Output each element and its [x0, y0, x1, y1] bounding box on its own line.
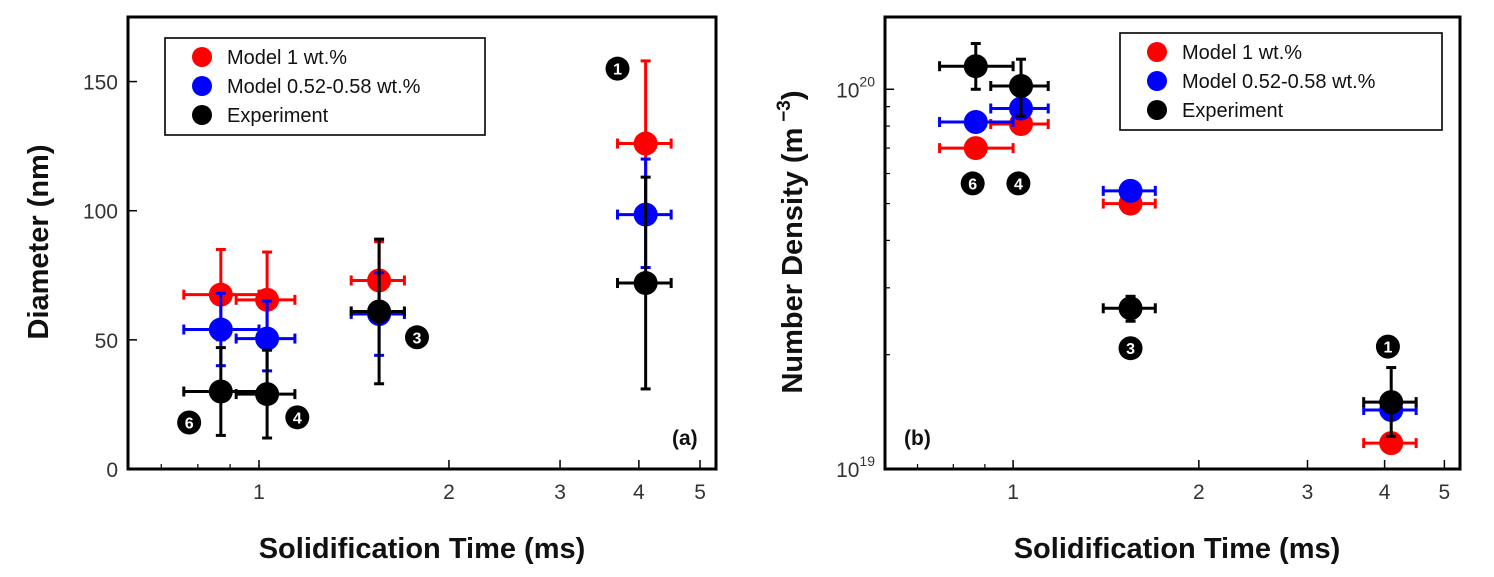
x-tick-label: 2: [1193, 481, 1205, 504]
y-tick-label: 150: [83, 72, 118, 95]
series-1: [938, 96, 1418, 423]
annotation-badge-circle: [1375, 334, 1400, 359]
annotation-badge-circle: [405, 325, 430, 350]
x-tick-label: 4: [633, 481, 645, 504]
y-tick-exponent: 19: [859, 453, 875, 469]
legend-marker: [192, 105, 212, 125]
data-point: [963, 136, 988, 161]
x-tick-label: 3: [1302, 481, 1314, 504]
series-0: [938, 112, 1418, 456]
y-tick-label: 50: [95, 330, 118, 353]
series-2: [938, 41, 1418, 438]
data-point: [633, 271, 658, 296]
y-axis-title-main: Diameter (nm): [23, 145, 55, 340]
y-tick-exponent: 20: [859, 73, 875, 89]
x-tick-label: 3: [554, 481, 566, 504]
annotation-badge-number: 1: [1383, 340, 1392, 357]
legend: Model 1 wt.% Model 0.52-0.58 wt.% Experime…: [1119, 32, 1443, 131]
y-axis-title-close: ): [777, 90, 809, 100]
legend-label: Model 1 wt.%: [1182, 42, 1302, 64]
legend-label: Model 0.52-0.58 wt.%: [1182, 71, 1376, 93]
data-point: [1118, 296, 1143, 321]
legend-label: Experiment: [1182, 100, 1284, 122]
data-point: [367, 299, 392, 324]
y-tick-base: 10: [836, 459, 859, 482]
annotation-badge-circle: [285, 405, 310, 430]
legend-label: Model 1 wt.%: [227, 47, 347, 69]
plot-frame: [126, 15, 718, 471]
legend-label: Model 0.52-0.58 wt.%: [227, 76, 421, 98]
annotation-badge: 1: [1375, 334, 1400, 359]
x-tick-label: 2: [443, 481, 455, 504]
data-point: [208, 379, 233, 404]
y-tick-label: 1019: [836, 453, 875, 482]
annotation-badge: 4: [1006, 171, 1031, 196]
legend: Model 1 wt.% Model 0.52-0.58 wt.% Experime…: [164, 37, 486, 136]
legend-marker: [1147, 100, 1167, 120]
annotation-badge: 6: [960, 171, 985, 196]
annotation-badge-circle: [177, 410, 202, 435]
legend-label: Experiment: [227, 105, 329, 127]
x-tick-label: 1: [1007, 481, 1019, 504]
panel-label: (b): [904, 427, 931, 450]
series-2: [182, 175, 673, 440]
data-point: [208, 317, 233, 342]
data-point: [963, 110, 988, 135]
data-point: [255, 326, 280, 351]
data-point: [1379, 431, 1404, 456]
annotation-badge-number: 6: [968, 176, 977, 193]
x-axis-title: Solidification Time (ms): [259, 533, 586, 565]
annotation-badge: 3: [405, 325, 430, 350]
data-point: [963, 54, 988, 79]
x-tick-label: 1: [253, 481, 265, 504]
legend-box: [164, 37, 486, 136]
annotation-badge: 1: [605, 56, 630, 81]
legend-marker: [192, 76, 212, 96]
annotation-badge-number: 3: [413, 330, 422, 347]
x-axis-title: Solidification Time (ms): [1014, 533, 1341, 565]
legend-marker: [1147, 42, 1167, 62]
y-tick-label: 100: [83, 201, 118, 224]
y-axis-title-exponent: −3: [774, 100, 795, 122]
y-tick-label: 1020: [836, 73, 875, 102]
plot-frame: [883, 15, 1462, 471]
annotation-badge-number: 1: [613, 62, 622, 79]
y-axis-title: Diameter (nm): [23, 145, 55, 340]
annotation-badge-circle: [605, 56, 630, 81]
y-axis-title: Number Density (m −3): [774, 90, 809, 393]
legend-marker: [192, 47, 212, 67]
y-tick-base: 10: [836, 79, 859, 102]
data-point: [1118, 178, 1143, 203]
data-point: [255, 382, 280, 407]
y-axis-title-main: Number Density (m: [777, 128, 809, 394]
annotation-badge-number: 6: [185, 416, 194, 433]
annotation-badge-number: 4: [1014, 176, 1023, 193]
annotation-badge-number: 3: [1126, 341, 1135, 358]
data-point: [1379, 390, 1404, 415]
annotation-badge: 3: [1118, 336, 1143, 361]
x-tick-label: 5: [694, 481, 706, 504]
panel-label: (a): [672, 427, 698, 450]
annotation-badge-circle: [1006, 171, 1031, 196]
x-tick-label: 5: [1439, 481, 1451, 504]
x-tick-label: 4: [1379, 481, 1391, 504]
annotation-badge: 6: [177, 410, 202, 435]
annotation-badge-circle: [1118, 336, 1143, 361]
data-point: [633, 131, 658, 156]
legend-box: [1119, 32, 1443, 131]
annotation-badge-number: 4: [293, 410, 302, 427]
data-point: [1009, 74, 1034, 99]
legend-marker: [1147, 71, 1167, 91]
annotation-badge: 4: [285, 405, 310, 430]
y-tick-label: 0: [106, 459, 118, 482]
annotation-badge-circle: [960, 171, 985, 196]
